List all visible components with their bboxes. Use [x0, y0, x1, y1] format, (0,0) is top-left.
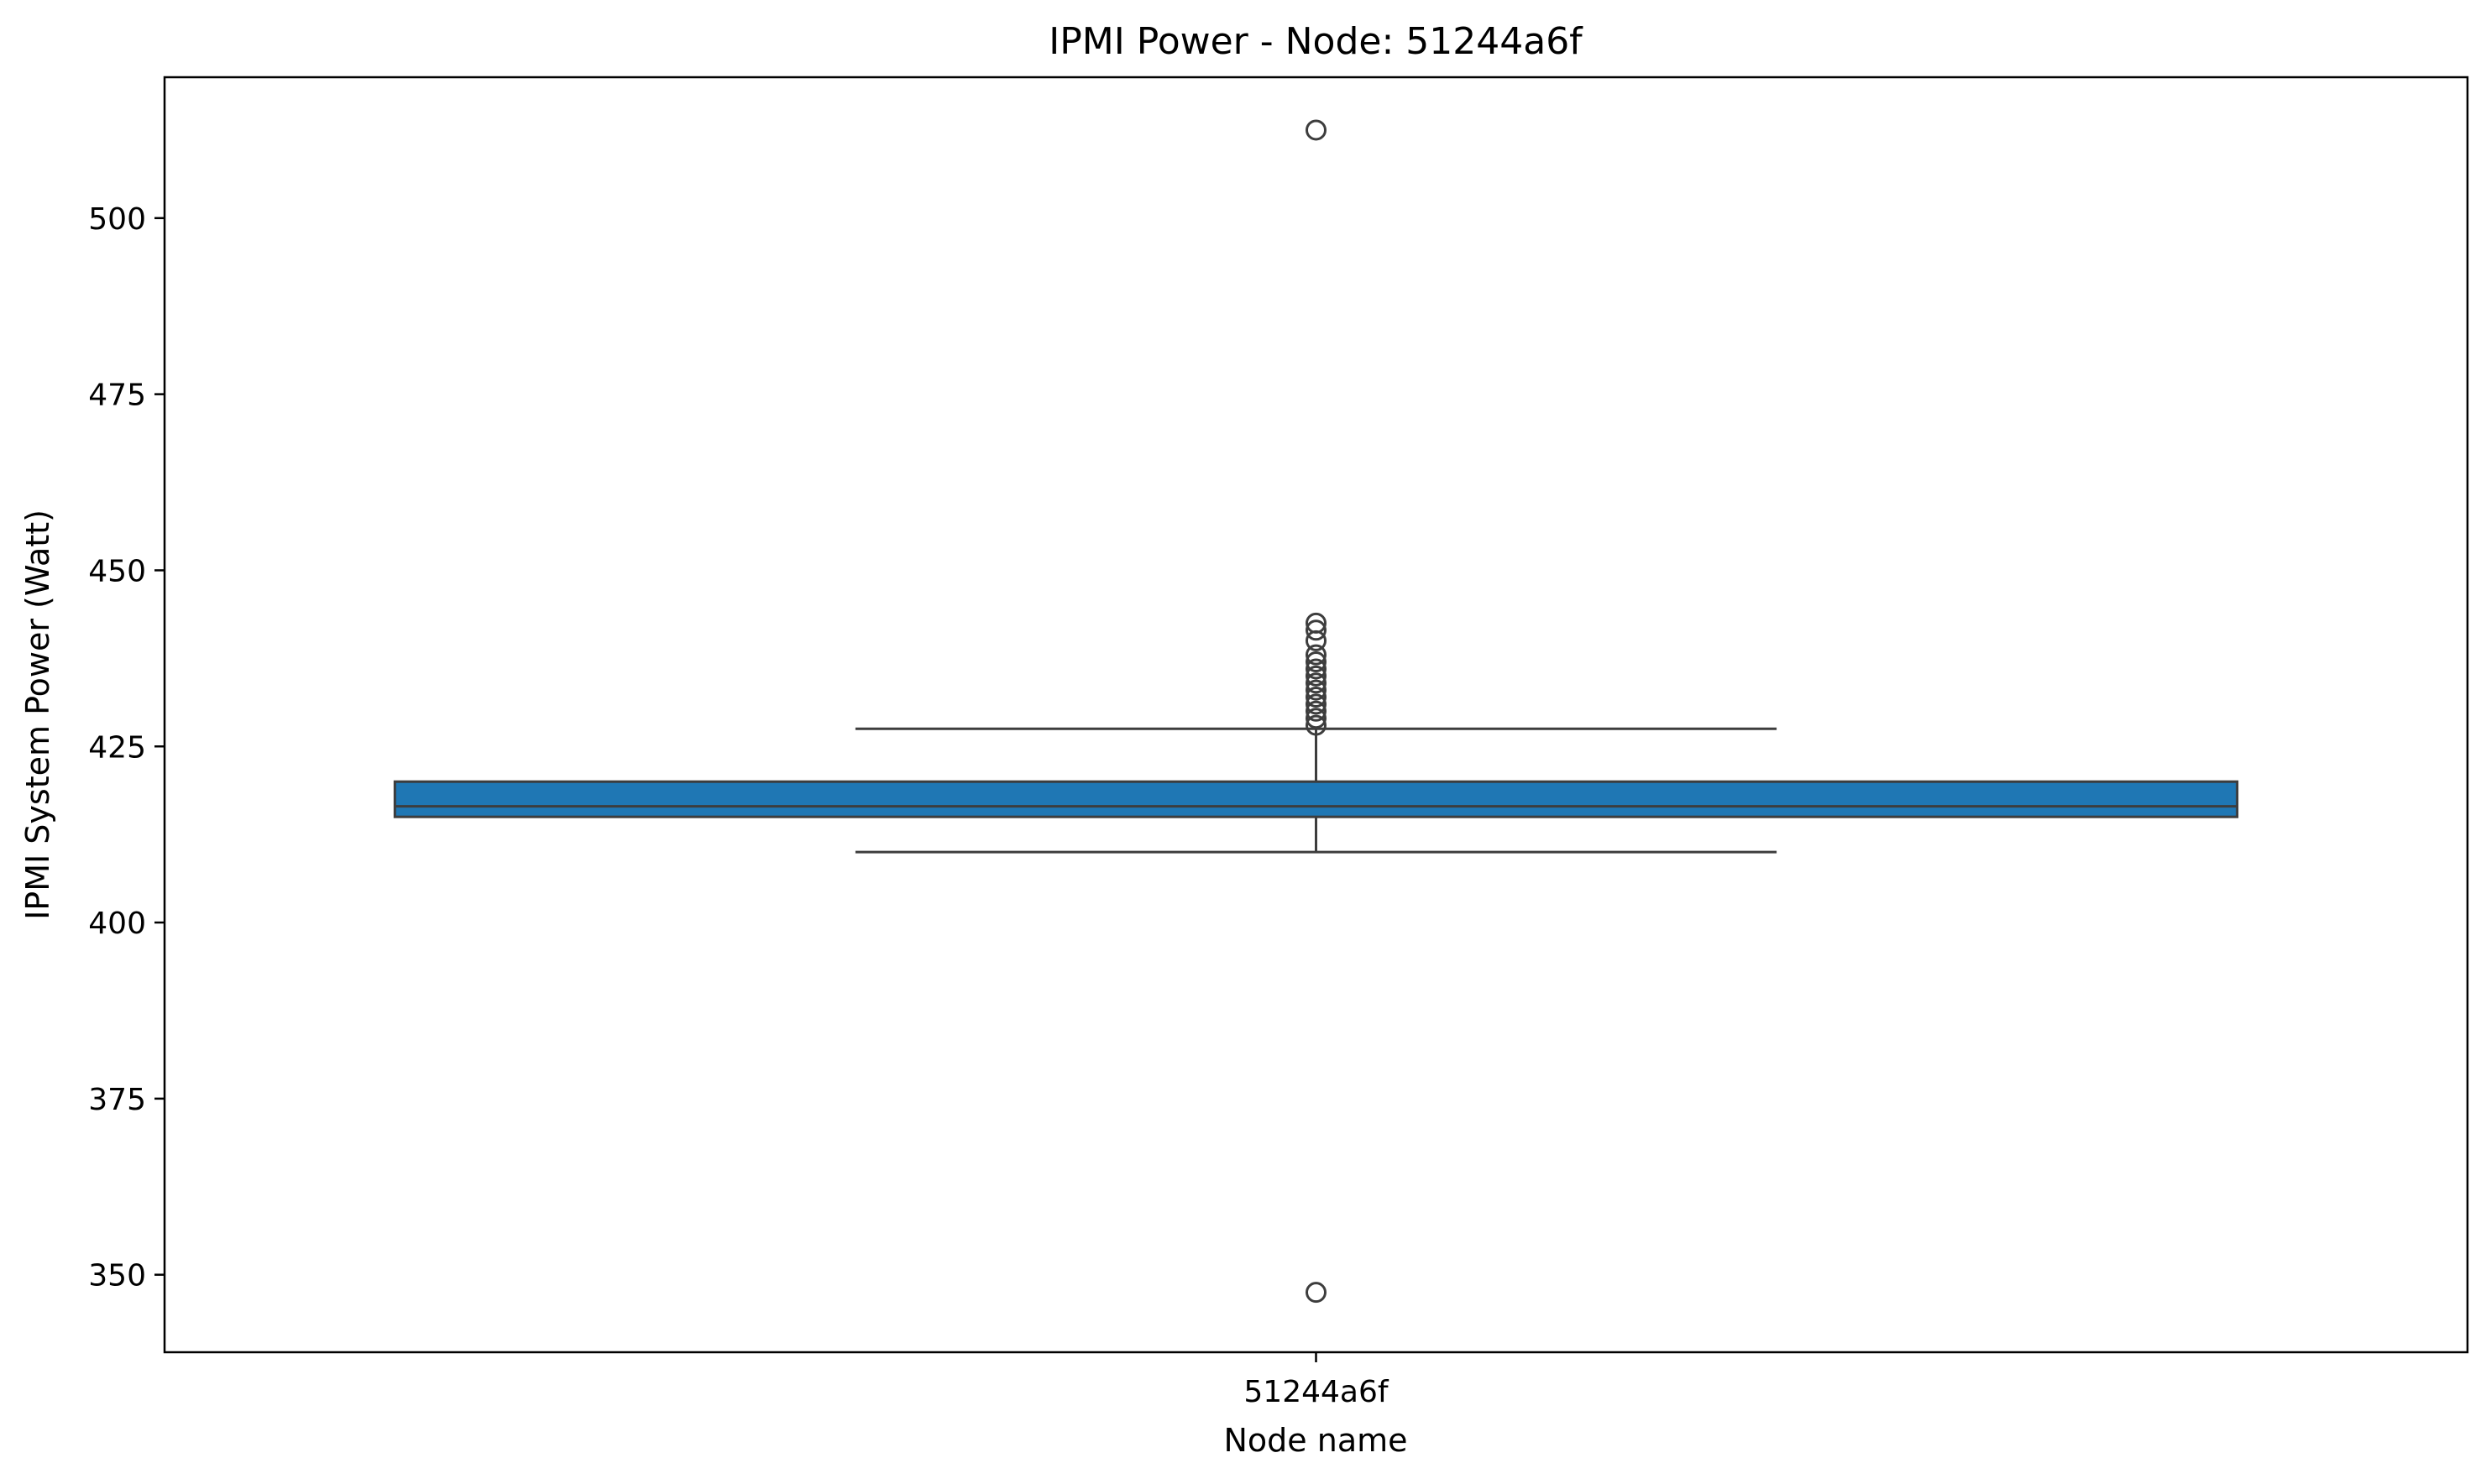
y-tick-label: 375 — [88, 1083, 146, 1117]
x-tick-label: 51244a6f — [1243, 1375, 1389, 1409]
box-group — [393, 119, 2239, 1304]
interquartile-box — [393, 780, 2239, 818]
outlier-point — [1306, 119, 1327, 141]
y-tick-label: 450 — [88, 554, 146, 588]
outlier-point — [1306, 658, 1327, 680]
y-tick-label: 475 — [88, 379, 146, 413]
y-tick-label: 500 — [88, 202, 146, 237]
outlier-point — [1306, 679, 1327, 701]
outlier-point — [1306, 612, 1327, 634]
outlier-point — [1306, 1282, 1327, 1304]
outlier-point — [1306, 651, 1327, 673]
y-tick-label: 400 — [88, 907, 146, 941]
chart-title: IPMI Power - Node: 51244a6f — [1049, 20, 1583, 63]
outlier-point — [1306, 714, 1327, 736]
y-tick-label: 425 — [88, 730, 146, 765]
x-axis-label: Node name — [1223, 1422, 1407, 1459]
outlier-point — [1306, 619, 1327, 641]
outlier-point — [1306, 644, 1327, 666]
y-axis-label: IPMI System Power (Watt) — [19, 509, 56, 920]
outlier-point — [1306, 672, 1327, 694]
outlier-point — [1306, 693, 1327, 715]
plot-area — [393, 119, 2239, 1304]
y-axis: 350 375 400 425 450 475 500 — [88, 202, 165, 1293]
outlier-point — [1306, 665, 1327, 687]
outlier-point — [1306, 708, 1327, 729]
outlier-point — [1306, 687, 1327, 708]
outlier-point — [1306, 700, 1327, 722]
y-tick-label: 350 — [88, 1259, 146, 1293]
x-axis: 51244a6f — [1243, 1352, 1389, 1409]
